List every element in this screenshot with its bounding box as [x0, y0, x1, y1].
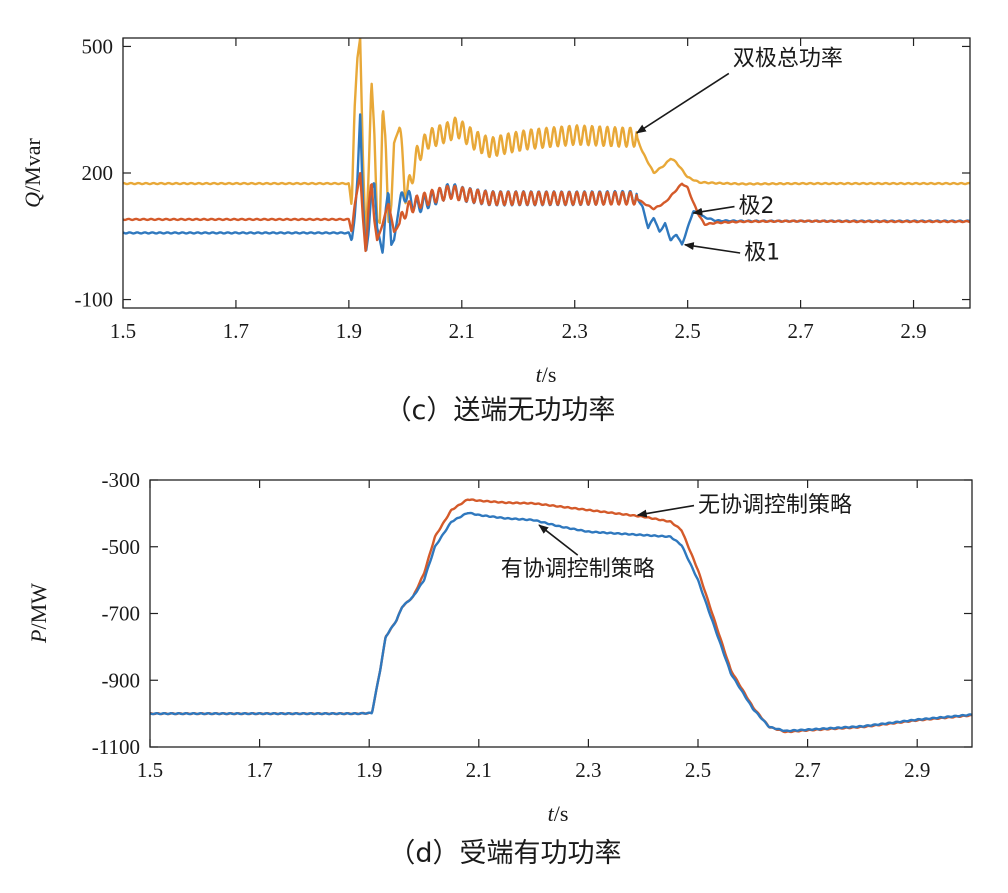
y-tick-label-c-1: 200 — [82, 161, 114, 185]
plot-area-c — [123, 38, 970, 254]
x-tick-label-d-0: 1.5 — [137, 758, 163, 782]
caption-d: （d）受端有功功率 — [388, 838, 621, 869]
x-tick-label-c-5: 2.5 — [675, 319, 701, 343]
plot-area-d — [150, 498, 972, 734]
x-tick-label-c-2: 1.9 — [336, 319, 362, 343]
y-tick-label-d-3: -900 — [102, 668, 141, 692]
x-tick-label-c-7: 2.9 — [900, 319, 926, 343]
annotation-d-0: 无协调控制策略 — [698, 493, 852, 518]
y-tick-label-c-0: 500 — [82, 34, 114, 58]
ticks-c: 1.5 1.7 1.9 2.1 2.3 2.5 2.7 2.9 500 200 -100 — [75, 34, 970, 343]
ticks-d: 1.5 1.7 1.9 2.1 2.3 2.5 2.7 2.9 -300 -500 -700 -900… — [92, 468, 972, 782]
annotation-arrow-c-1 — [692, 205, 735, 216]
x-tick-label-c-6: 2.7 — [787, 319, 813, 343]
annotation-d-1: 有协调控制策略 — [501, 557, 655, 582]
plot-frame-d — [149, 479, 973, 748]
x-tick-label-c-0: 1.5 — [110, 319, 136, 343]
x-tick-label-d-1: 1.7 — [246, 758, 272, 782]
x-tick-label-d-6: 2.7 — [794, 758, 820, 782]
annotation-c-2: 极1 — [744, 240, 780, 265]
active-power-chart: 1.5 1.7 1.9 2.1 2.3 2.5 2.7 2.9 -300 -500 -700 -900… — [26, 468, 973, 869]
annotation-c-1: 极2 — [738, 194, 774, 219]
x-tick-label-c-3: 2.1 — [449, 319, 475, 343]
annotation-arrow-c-2 — [683, 242, 741, 254]
x-tick-label-d-2: 1.9 — [356, 758, 382, 782]
series-line-c-0 — [123, 38, 970, 239]
reactive-power-chart: 1.5 1.7 1.9 2.1 2.3 2.5 2.7 2.9 500 200 -100 双极总功率… — [20, 34, 971, 426]
y-axis-label-c: Q/Mvar — [20, 137, 45, 207]
annotation-arrow-d-0 — [636, 504, 695, 518]
caption-c: （c）送端无功功率 — [385, 395, 616, 426]
y-tick-label-d-2: -700 — [102, 602, 141, 626]
plot-frame-c — [122, 37, 971, 309]
x-tick-label-d-7: 2.9 — [904, 758, 930, 782]
x-tick-label-c-1: 1.7 — [223, 319, 249, 343]
x-axis-label-d: t/s — [548, 801, 569, 826]
series-line-d-1 — [150, 511, 972, 733]
x-tick-label-c-4: 2.3 — [562, 319, 588, 343]
y-tick-label-d-0: -300 — [102, 468, 141, 492]
series-line-c-2 — [123, 171, 970, 253]
annotation-arrow-c-0 — [636, 72, 730, 134]
x-tick-label-d-4: 2.3 — [575, 758, 601, 782]
y-tick-label-d-1: -500 — [102, 535, 141, 559]
x-axis-label-c: t/s — [536, 362, 557, 387]
annotation-arrow-d-1 — [538, 524, 579, 556]
y-axis-label-d: P/MW — [26, 583, 51, 644]
y-tick-label-d-4: -1100 — [92, 735, 140, 759]
annotation-c-0: 双极总功率 — [733, 46, 843, 71]
x-tick-label-d-3: 2.1 — [466, 758, 492, 782]
series-line-d-0 — [150, 498, 972, 734]
y-tick-label-c-2: -100 — [75, 288, 114, 312]
x-tick-label-d-5: 2.5 — [685, 758, 711, 782]
